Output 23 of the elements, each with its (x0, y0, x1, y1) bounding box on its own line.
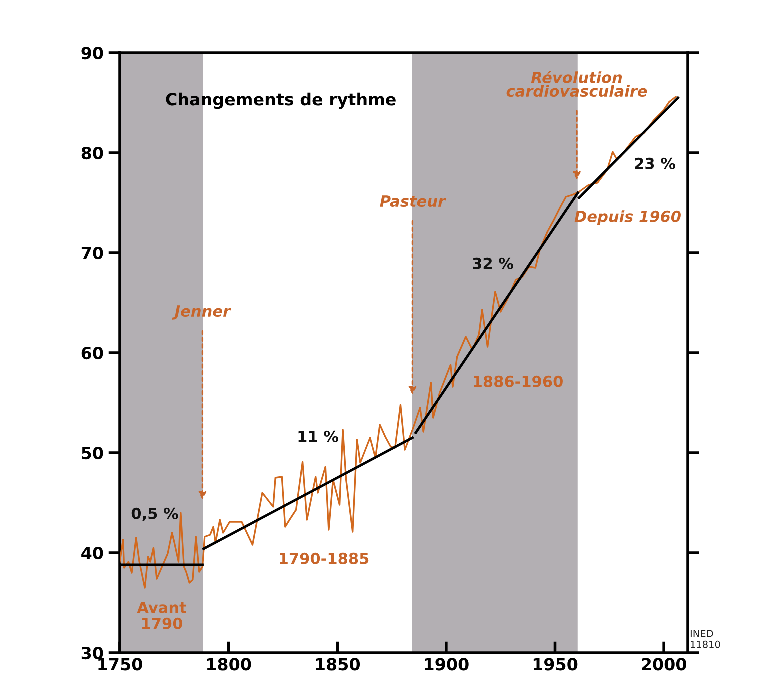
text: INED 11810 (690, 630, 720, 648)
x-tick-label: 1950 (534, 658, 578, 671)
annotation: Avant 1790 (137, 602, 187, 630)
x-tick-label: 1800 (208, 658, 252, 671)
y-tick-label: 70 (82, 246, 104, 260)
x-tick-label: 1750 (98, 658, 142, 671)
y-tick-label: 60 (82, 346, 104, 360)
y-tick-label: 30 (82, 646, 104, 660)
annotation: 11 % (298, 430, 338, 442)
x-tick-label: 2000 (642, 658, 686, 671)
annotation: 0,5 % (132, 508, 178, 522)
text: Changements de rythme (166, 92, 396, 110)
x-tick-label: 1900 (425, 658, 469, 671)
annotation: 23 % (635, 158, 676, 170)
y-tick-label: 80 (82, 146, 104, 160)
y-tick-label: 90 (82, 46, 104, 60)
y-tick-label: 50 (82, 446, 104, 460)
annotation: Depuis 1960 (574, 210, 681, 226)
x-tick-label: 1850 (316, 658, 360, 671)
annotation: 1886-1960 (474, 376, 563, 388)
y-tick-label: 40 (82, 546, 104, 560)
annotation: 32 % (473, 258, 514, 270)
annotation: 1790-1885 (280, 552, 369, 564)
